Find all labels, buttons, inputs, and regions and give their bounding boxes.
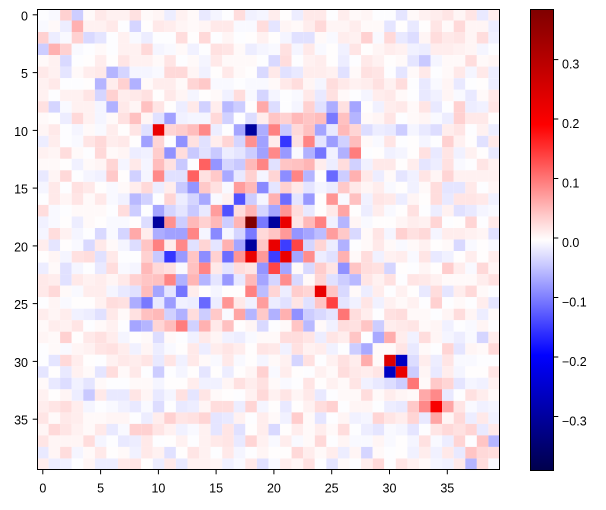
svg-text:−0.3: −0.3 <box>562 414 587 428</box>
svg-text:10: 10 <box>151 482 165 496</box>
svg-text:30: 30 <box>383 482 397 496</box>
svg-text:0.2: 0.2 <box>562 117 579 131</box>
svg-text:10: 10 <box>14 125 28 139</box>
svg-text:0.3: 0.3 <box>562 58 579 72</box>
svg-text:25: 25 <box>14 298 28 312</box>
svg-text:35: 35 <box>14 414 28 428</box>
svg-text:−0.2: −0.2 <box>562 355 587 369</box>
svg-text:15: 15 <box>14 183 28 197</box>
svg-text:30: 30 <box>14 356 28 370</box>
svg-text:35: 35 <box>440 482 454 496</box>
svg-text:20: 20 <box>14 240 28 254</box>
svg-text:0.1: 0.1 <box>562 176 579 190</box>
svg-text:25: 25 <box>325 482 339 496</box>
svg-text:20: 20 <box>267 482 281 496</box>
svg-text:0: 0 <box>21 9 28 23</box>
svg-text:5: 5 <box>21 67 28 81</box>
svg-text:−0.1: −0.1 <box>562 295 587 309</box>
svg-text:5: 5 <box>97 482 104 496</box>
svg-text:15: 15 <box>209 482 223 496</box>
svg-text:0.0: 0.0 <box>562 236 579 250</box>
svg-text:0: 0 <box>39 482 46 496</box>
